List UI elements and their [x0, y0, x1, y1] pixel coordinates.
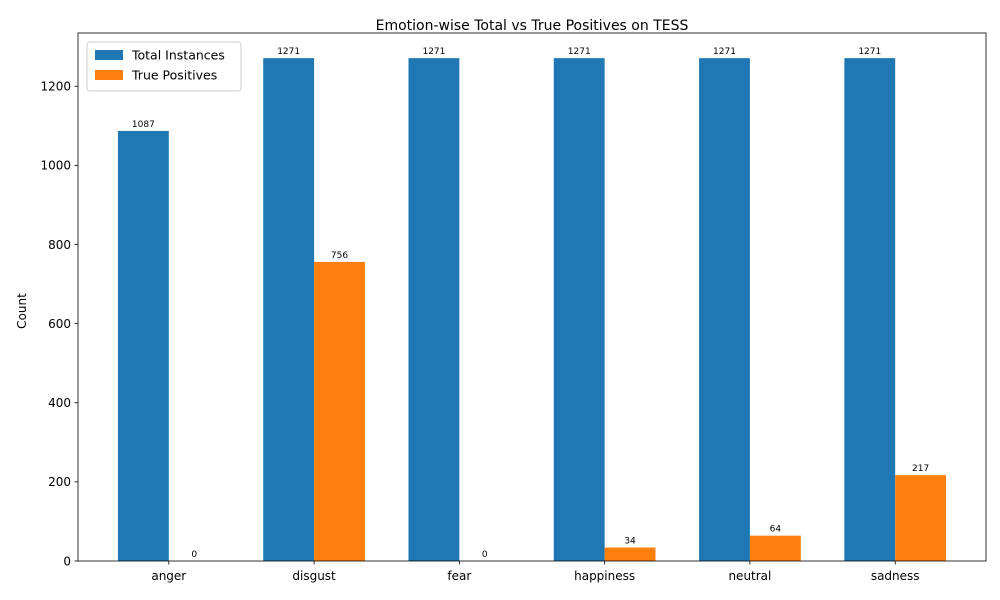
legend-entry-label: Total Instances [131, 48, 225, 63]
bar-value-label: 1087 [132, 120, 155, 130]
x-tick-label: anger [151, 569, 186, 583]
bar-value-label: 34 [624, 537, 636, 547]
y-tick-label: 1200 [40, 80, 71, 94]
x-tick-label: disgust [292, 569, 336, 583]
bar-anger-total-instances [117, 130, 169, 561]
bar-value-label: 217 [912, 464, 929, 474]
x-tick-label: fear [447, 569, 471, 583]
bar-sadness-total-instances [844, 58, 896, 561]
y-axis: 0 200 400 600 800 1000 1200 [40, 80, 78, 568]
legend-swatch [95, 70, 123, 80]
bar-value-label: 1271 [858, 47, 881, 57]
y-tick-label: 1000 [40, 159, 71, 173]
bar-value-label: 1271 [277, 47, 300, 57]
bar-disgust-total-instances [263, 58, 315, 561]
bar-sadness-true-positives [895, 475, 947, 561]
bar-value-label: 1271 [568, 47, 591, 57]
bar-value-label: 756 [331, 251, 348, 261]
bar-value-label: 0 [191, 550, 197, 560]
legend: Total Instances True Positives [86, 41, 242, 92]
x-tick-label: neutral [728, 569, 771, 583]
y-tick-label: 600 [48, 317, 71, 331]
bar-value-label: 1271 [422, 47, 445, 57]
x-tick-label: happiness [574, 569, 635, 583]
y-tick-label: 800 [48, 238, 71, 252]
y-axis-label: Count [15, 293, 29, 329]
x-tick-label: sadness [871, 569, 920, 583]
bar-happiness-true-positives [604, 547, 656, 561]
bar-fear-total-instances [408, 58, 460, 561]
legend-swatch [95, 50, 123, 60]
y-tick-label: 200 [48, 475, 71, 489]
bar-neutral-total-instances [699, 58, 750, 561]
chart-title: Emotion-wise Total vs True Positives on … [376, 18, 689, 34]
plot-area: 1087 1271 1271 1271 1271 1271 0 756 0 34 64 217 [77, 32, 987, 562]
x-axis: anger disgust fear happiness neutral sadness [151, 561, 920, 583]
y-tick-label: 400 [48, 396, 71, 410]
plot-frame [77, 32, 987, 562]
legend-box [86, 41, 242, 92]
y-tick-label: 0 [63, 554, 71, 568]
bar-value-label: 0 [482, 550, 488, 560]
bar-value-label: 64 [770, 525, 782, 535]
bar-disgust-true-positives [314, 261, 365, 561]
legend-entry-label: True Positives [131, 68, 217, 83]
bar-happiness-total-instances [553, 58, 605, 561]
bar-neutral-true-positives [749, 535, 801, 561]
bar-value-label: 1271 [713, 47, 736, 57]
